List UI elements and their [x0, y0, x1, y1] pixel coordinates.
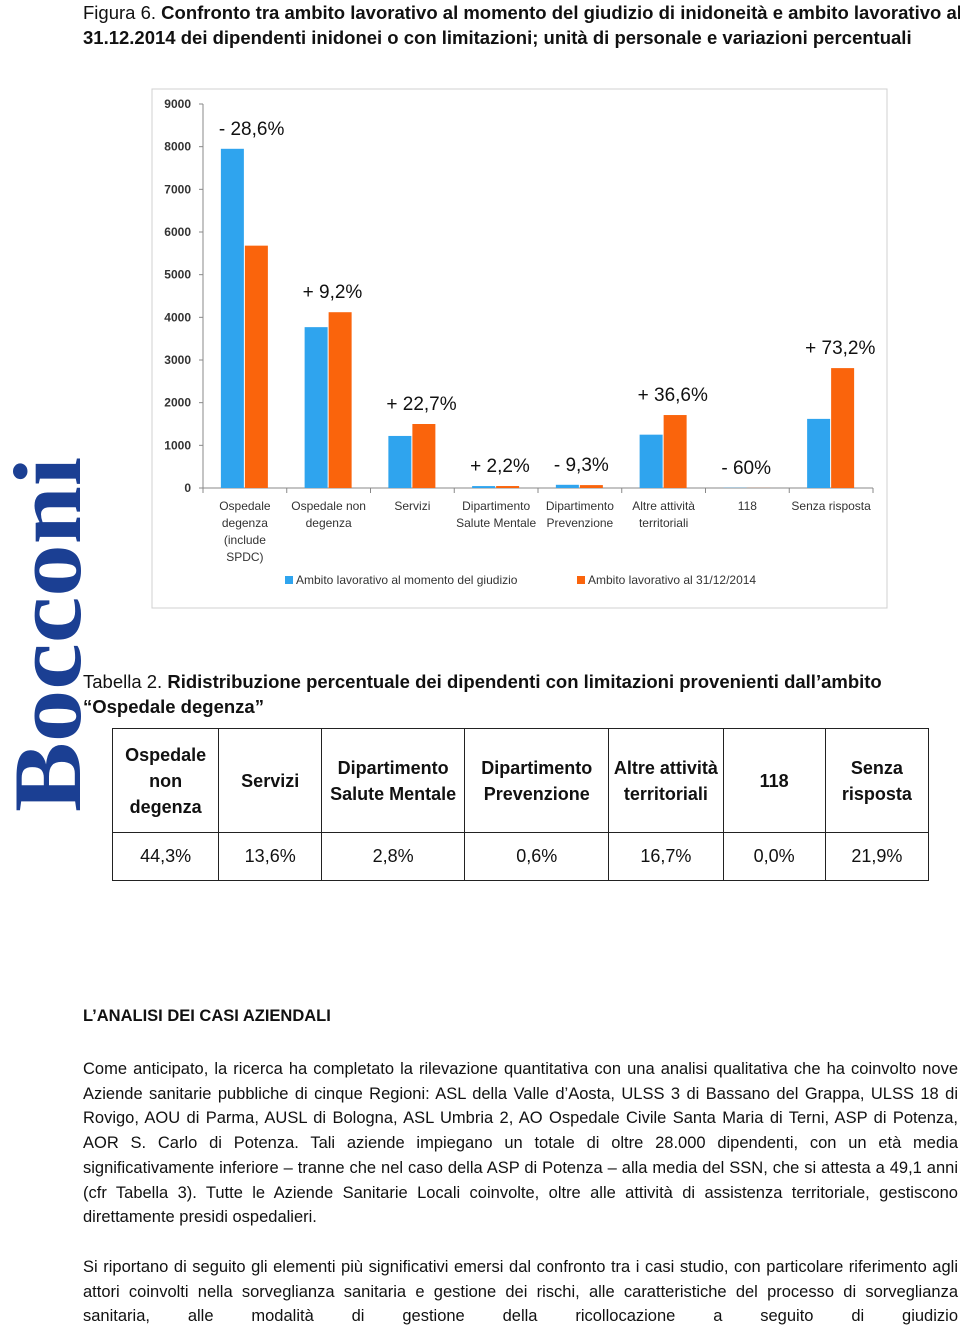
legend-label: Ambito lavorativo al momento del giudizi…: [296, 573, 518, 587]
caption-label: Tabella 2.: [83, 671, 163, 692]
bar: [472, 486, 496, 488]
annotation: + 22,7%: [386, 394, 456, 415]
x-tick-label: Dipartimento Prevenzione: [545, 499, 614, 530]
y-tick-label: 4000: [164, 310, 191, 324]
header-cell: 118: [722, 728, 826, 833]
annotation: + 73,2%: [805, 338, 875, 359]
paragraph: Si riportano di seguito gli elementi più…: [83, 1258, 958, 1326]
legend-label: Ambito lavorativo al 31/12/2014: [588, 573, 756, 587]
paragraph: Come anticipato, la ricerca ha completat…: [83, 1060, 958, 1227]
x-tick-label: Ospedale degenza (include SPDC): [219, 499, 271, 564]
header-cell: Dipartimento Salute Mentale: [321, 728, 466, 833]
table-cell: 13,6%: [218, 832, 323, 881]
bar: [663, 415, 687, 488]
x-tick-label: Ospedale non degenza: [291, 499, 366, 530]
caption-label: Figura 6.: [83, 2, 157, 23]
x-tick-label: Altre attività territoriali: [632, 499, 695, 530]
bar: [388, 435, 412, 488]
caption-text: Ridistribuzione percentuale dei dipenden…: [83, 671, 882, 717]
legend-swatch: [285, 576, 293, 584]
bar: [831, 368, 855, 488]
bar: [555, 484, 579, 488]
y-tick-label: 3000: [164, 353, 191, 367]
chart: 0 1000 2000 3000 4000 5000 6000 7000 8000 9000 - 2…: [151, 88, 888, 609]
bar: [304, 327, 328, 488]
table-caption: Tabella 2. Ridistribuzione percentuale d…: [83, 669, 943, 719]
bar: [244, 245, 268, 488]
x-tick-label: 118: [737, 499, 757, 513]
section-title: L’ANALISI DEI CASI AZIENDALI: [83, 1007, 331, 1025]
bar: [639, 434, 663, 488]
header-cell: Senza risposta: [824, 728, 930, 833]
table-cell: 44,3%: [111, 832, 220, 881]
caption-text: Confronto tra ambito lavorativo al momen…: [83, 2, 960, 48]
header-cell: Ospedale non degenza: [111, 728, 220, 833]
side-logo: Bocconi: [0, 457, 100, 812]
header-cell: Servizi: [218, 728, 323, 833]
table-cell: 16,7%: [608, 832, 724, 881]
chart-frame: [151, 88, 888, 609]
header-cell: Altre attività territoriali: [608, 728, 724, 833]
table-cell: 2,8%: [321, 832, 466, 881]
data-table: Ospedale non degenza Servizi Dipartimento …: [111, 728, 930, 881]
bar: [496, 486, 520, 488]
annotation: + 2,2%: [470, 456, 530, 477]
y-tick-label: 9000: [164, 97, 191, 111]
table-header: Ospedale non degenza Servizi Dipartimento …: [111, 728, 930, 833]
bar: [807, 418, 831, 488]
y-tick-label: 8000: [164, 140, 191, 154]
table-cell: 0,6%: [464, 832, 610, 881]
annotation: + 9,2%: [303, 282, 363, 303]
y-tick-label: 7000: [164, 182, 191, 196]
bar: [220, 148, 244, 489]
y-tick-label: 0: [184, 481, 191, 495]
x-tick-label: Servizi: [394, 499, 431, 513]
y-tick-label: 5000: [164, 268, 191, 282]
legend-swatch: [577, 576, 585, 584]
table-cell: 0,0%: [722, 832, 826, 881]
header-cell: Dipartimento Prevenzione: [464, 728, 610, 833]
figure-caption: Figura 6. Confronto tra ambito lavorativ…: [83, 0, 960, 50]
bar: [412, 424, 436, 488]
y-tick-label: 2000: [164, 396, 191, 410]
bar: [579, 485, 603, 488]
bar: [328, 312, 352, 488]
annotation: - 28,6%: [219, 119, 285, 140]
annotation: + 36,6%: [638, 385, 708, 406]
annotation: - 60%: [721, 458, 771, 479]
header-row: Ospedale non degenza Servizi Dipartimento …: [111, 728, 930, 833]
y-tick-label: 1000: [164, 438, 191, 452]
table-body: 44,3% 13,6% 2,8% 0,6% 16,7% 0,0% 21,9%: [111, 832, 930, 881]
annotation: - 9,3%: [554, 455, 609, 476]
table-cell: 21,9%: [824, 832, 930, 881]
logo-text: Bocconi: [0, 457, 100, 812]
y-tick-label: 6000: [164, 225, 191, 239]
table-row: 44,3% 13,6% 2,8% 0,6% 16,7% 0,0% 21,9%: [111, 832, 930, 881]
x-tick-label: Dipartimento Salute Mentale: [456, 499, 537, 530]
x-tick-label: Senza risposta: [791, 499, 871, 513]
